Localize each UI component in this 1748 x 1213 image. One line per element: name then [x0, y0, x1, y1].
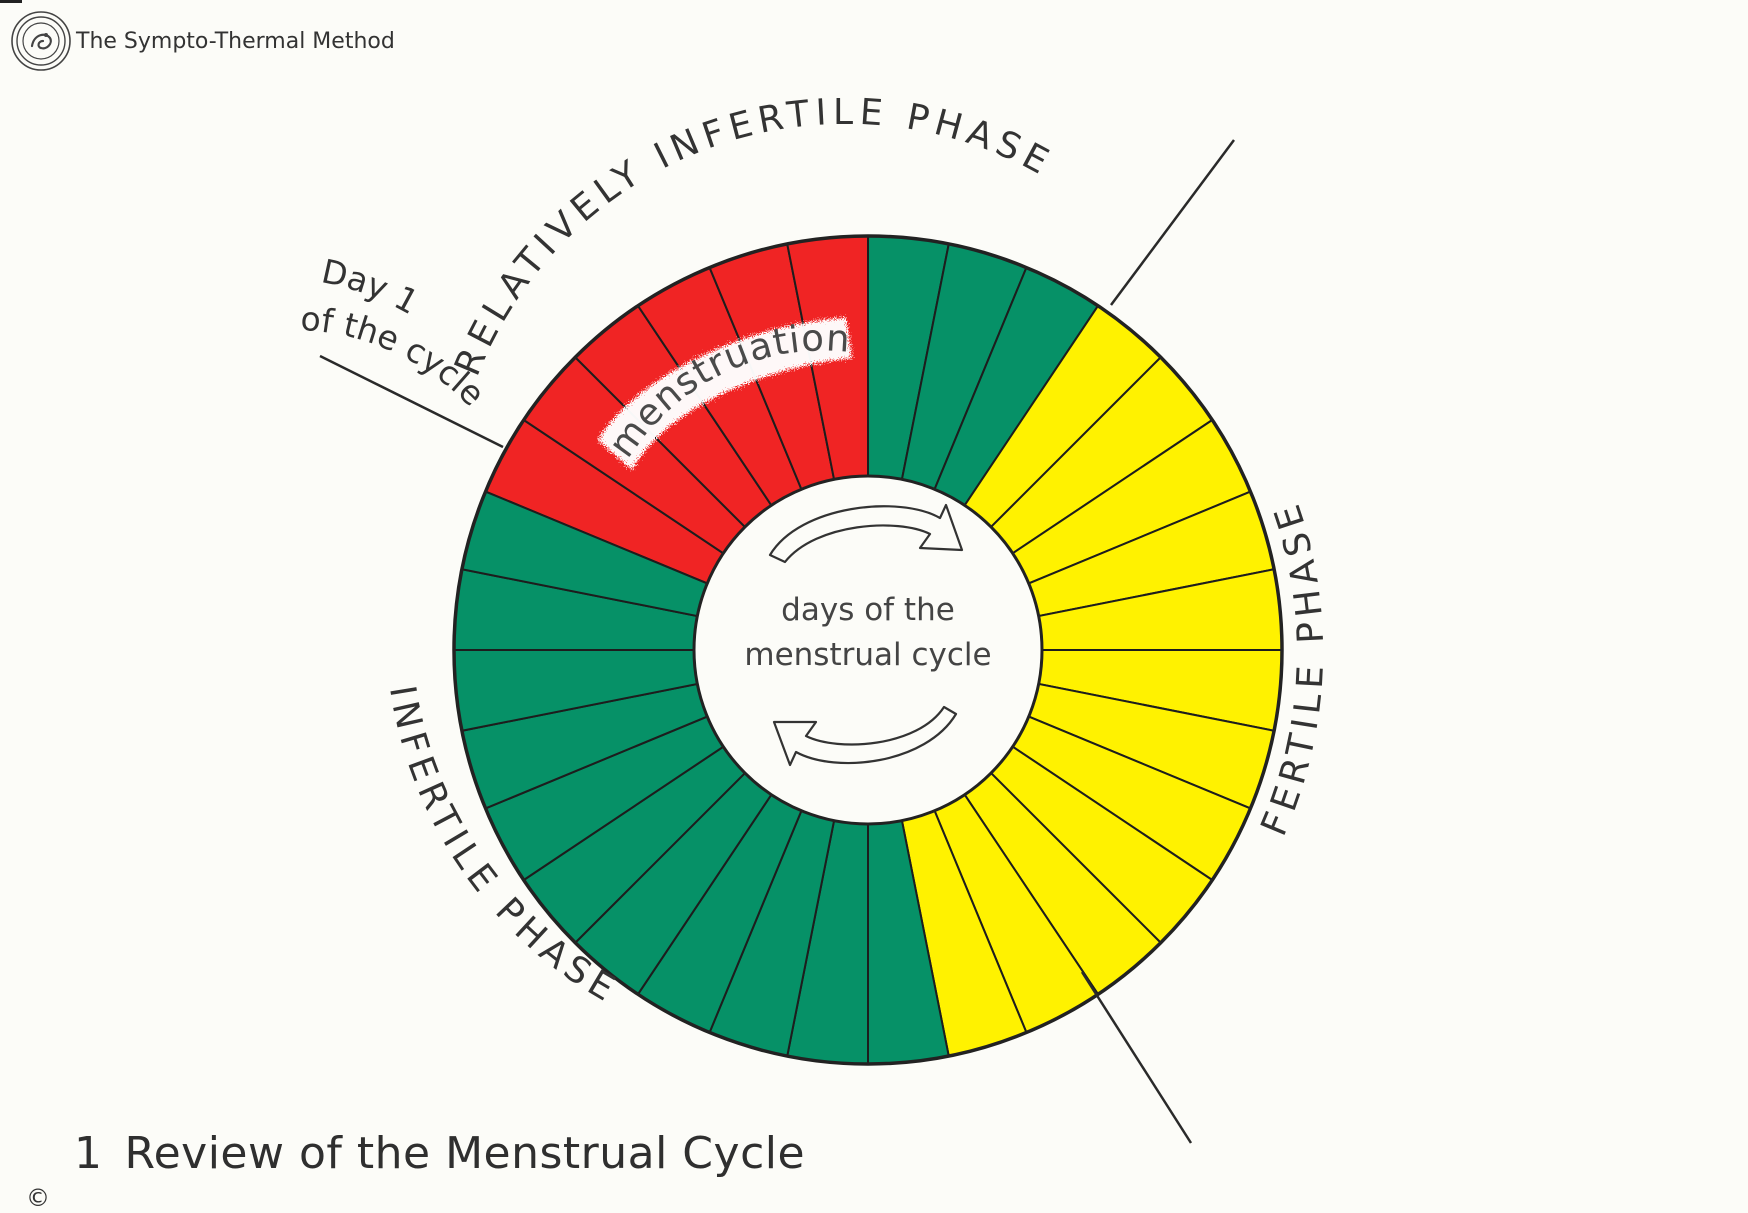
center-text-line1: days of the — [781, 592, 955, 628]
divider-line-day1 — [319, 354, 504, 449]
divider-line-top-right — [1109, 139, 1236, 306]
caption-text: Review of the Menstrual Cycle — [124, 1128, 806, 1179]
clockwise-arrow-bottom-icon — [772, 705, 958, 767]
concentric-circle-logo-icon — [11, 11, 71, 71]
header-title: The Sympto-Thermal Method — [76, 28, 395, 54]
center-text-line2: menstrual cycle — [744, 637, 991, 673]
outer-ring-border — [452, 234, 1284, 1066]
caption-number: 1 — [74, 1128, 103, 1179]
cycle-segments — [452, 234, 1284, 1066]
copyright-symbol: © — [26, 1184, 50, 1212]
corner-mark — [0, 0, 22, 3]
figure-caption: 1 Review of the Menstrual Cycle — [74, 1128, 805, 1179]
header: The Sympto-Thermal Method — [10, 10, 395, 72]
clockwise-arrow-top-icon — [768, 503, 964, 564]
divider-line-bottom-right — [1080, 971, 1193, 1144]
